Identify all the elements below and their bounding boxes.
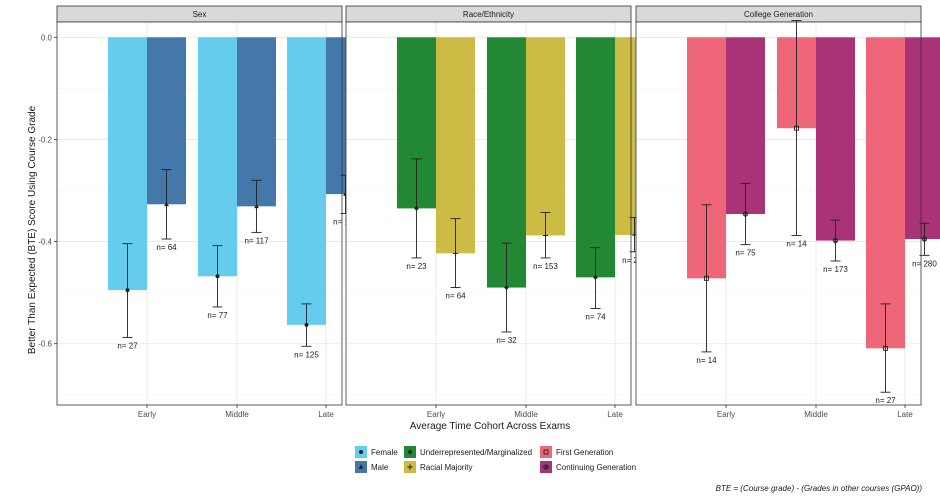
n-label-racial-majority: n= 223 — [622, 256, 647, 265]
n-label-underrepresented-marginalized: n= 74 — [585, 312, 606, 321]
y-tick-label: -0.4 — [38, 238, 52, 247]
point-continuing-generation — [832, 237, 839, 244]
n-label-first-generation: n= 14 — [786, 239, 807, 248]
legend-label-continuing-generation: Continuing Generation — [556, 463, 636, 472]
bar-racial-majority-early — [436, 37, 475, 254]
y-axis: 0.0 -0.2 -0.4 -0.6 — [38, 33, 57, 349]
n-label-first-generation: n= 27 — [875, 396, 896, 405]
point-male — [254, 203, 259, 209]
point-continuing-generation — [922, 237, 927, 241]
bar-continuing-generation-late — [905, 37, 940, 240]
panel-border — [56, 21, 343, 406]
x-tick-label: Early — [427, 410, 445, 419]
panel-race-ethnicity: Race/Ethnicity n= 23 n= 32 n= 74 n= 64 n= 153… — [345, 5, 654, 419]
n-label-continuing-generation: n= 280 — [912, 259, 937, 268]
legend-marker-female — [359, 450, 363, 454]
panel-title-race-ethnicity: Race/Ethnicity — [463, 10, 514, 19]
point-female — [304, 322, 309, 327]
point-male — [164, 201, 169, 207]
bar-underrepresented-marginalized-late — [576, 37, 615, 278]
bar-male-middle — [237, 37, 276, 207]
x-tick-label: Late — [607, 410, 623, 419]
legend-item-female: Female — [355, 446, 398, 458]
x-tick-label: Middle — [225, 410, 249, 419]
n-label-continuing-generation: n= 75 — [735, 249, 756, 258]
caption: BTE = (Course grade) - (Grades in other … — [716, 484, 923, 493]
legend-label-female: Female — [371, 448, 398, 457]
point-underrepresented-marginalized — [593, 274, 598, 280]
legend-marker-racial-majority — [407, 464, 413, 470]
legend-item-racial-majority: Racial Majority — [404, 461, 472, 473]
bar-first-generation-late — [866, 37, 905, 349]
bar-female-late — [287, 37, 326, 325]
y-tick-label: -0.6 — [38, 340, 52, 349]
legend-item-male: Male — [355, 461, 389, 473]
point-racial-majority — [452, 250, 459, 256]
point-underrepresented-marginalized — [414, 205, 419, 211]
point-female — [125, 288, 130, 293]
point-first-generation — [883, 345, 888, 351]
x-tick-label: Early — [138, 410, 156, 419]
legend-item-continuing-generation: Continuing Generation — [540, 461, 636, 473]
n-label-female: n= 77 — [207, 311, 228, 320]
x-tick-label: Middle — [514, 410, 538, 419]
n-label-first-generation: n= 14 — [696, 356, 717, 365]
legend-label-first-generation: First Generation — [556, 448, 613, 457]
point-continuing-generation — [921, 236, 928, 242]
point-female — [215, 274, 220, 279]
x-tick-label: Late — [897, 410, 913, 419]
n-label-male: n= 117 — [244, 236, 269, 245]
point-first-generation — [794, 125, 799, 131]
legend-label-racial-majority: Racial Majority — [420, 463, 472, 472]
panel-border — [345, 21, 632, 406]
n-label-female: n= 125 — [294, 350, 319, 359]
n-label-racial-majority: n= 64 — [445, 292, 466, 301]
y-tick-label: 0.0 — [41, 33, 53, 42]
legend-swatch-first-generation — [540, 446, 552, 458]
legend-marker-first-generation — [543, 449, 549, 455]
point-continuing-generation — [743, 212, 748, 216]
panel-title-sex: Sex — [193, 10, 207, 19]
point-continuing-generation — [742, 211, 749, 217]
legend-marker-underrepresented-marginalized — [407, 449, 413, 455]
legend: Female Male Underrepresented/Marginalized R… — [355, 446, 636, 473]
panel-title-college-generation: College Generation — [744, 10, 813, 19]
point-continuing-generation — [833, 238, 838, 243]
bar-female-middle — [198, 37, 237, 277]
n-label-female: n= 27 — [117, 342, 138, 351]
point-racial-majority — [542, 232, 549, 239]
n-label-underrepresented-marginalized: n= 23 — [406, 262, 427, 271]
n-label-racial-majority: n= 153 — [533, 262, 558, 271]
panel-college-generation: College Generation n= 14 n= 14 n= 27 n= 75 n=… — [635, 5, 940, 419]
legend-marker-continuing-generation — [543, 464, 549, 470]
legend-marker-male — [358, 464, 364, 469]
legend-label-male: Male — [371, 463, 389, 472]
legend-marker-continuing-generation — [544, 465, 548, 469]
x-tick-label: Late — [318, 410, 334, 419]
n-label-underrepresented-marginalized: n= 32 — [496, 336, 517, 345]
n-label-male: n= 64 — [156, 243, 177, 252]
point-first-generation — [704, 275, 709, 281]
x-tick-label: Early — [717, 410, 735, 419]
point-underrepresented-marginalized — [504, 284, 509, 291]
legend-item-first-generation: First Generation — [540, 446, 613, 458]
bar-racial-majority-middle — [526, 37, 565, 236]
n-label-continuing-generation: n= 173 — [823, 265, 848, 274]
panel-border — [635, 21, 922, 406]
x-axis-title: Average Time Cohort Across Exams — [410, 421, 570, 432]
x-tick-label: Middle — [804, 410, 828, 419]
y-tick-label: -0.2 — [38, 135, 52, 144]
bar-continuing-generation-middle — [816, 37, 855, 241]
y-axis-title: Better Than Expected (BTE) Score Using C… — [27, 105, 38, 354]
legend-label-underrepresented-marginalized: Underrepresented/Marginalized — [420, 448, 532, 457]
legend-item-underrepresented-marginalized: Underrepresented/Marginalized — [404, 446, 532, 458]
